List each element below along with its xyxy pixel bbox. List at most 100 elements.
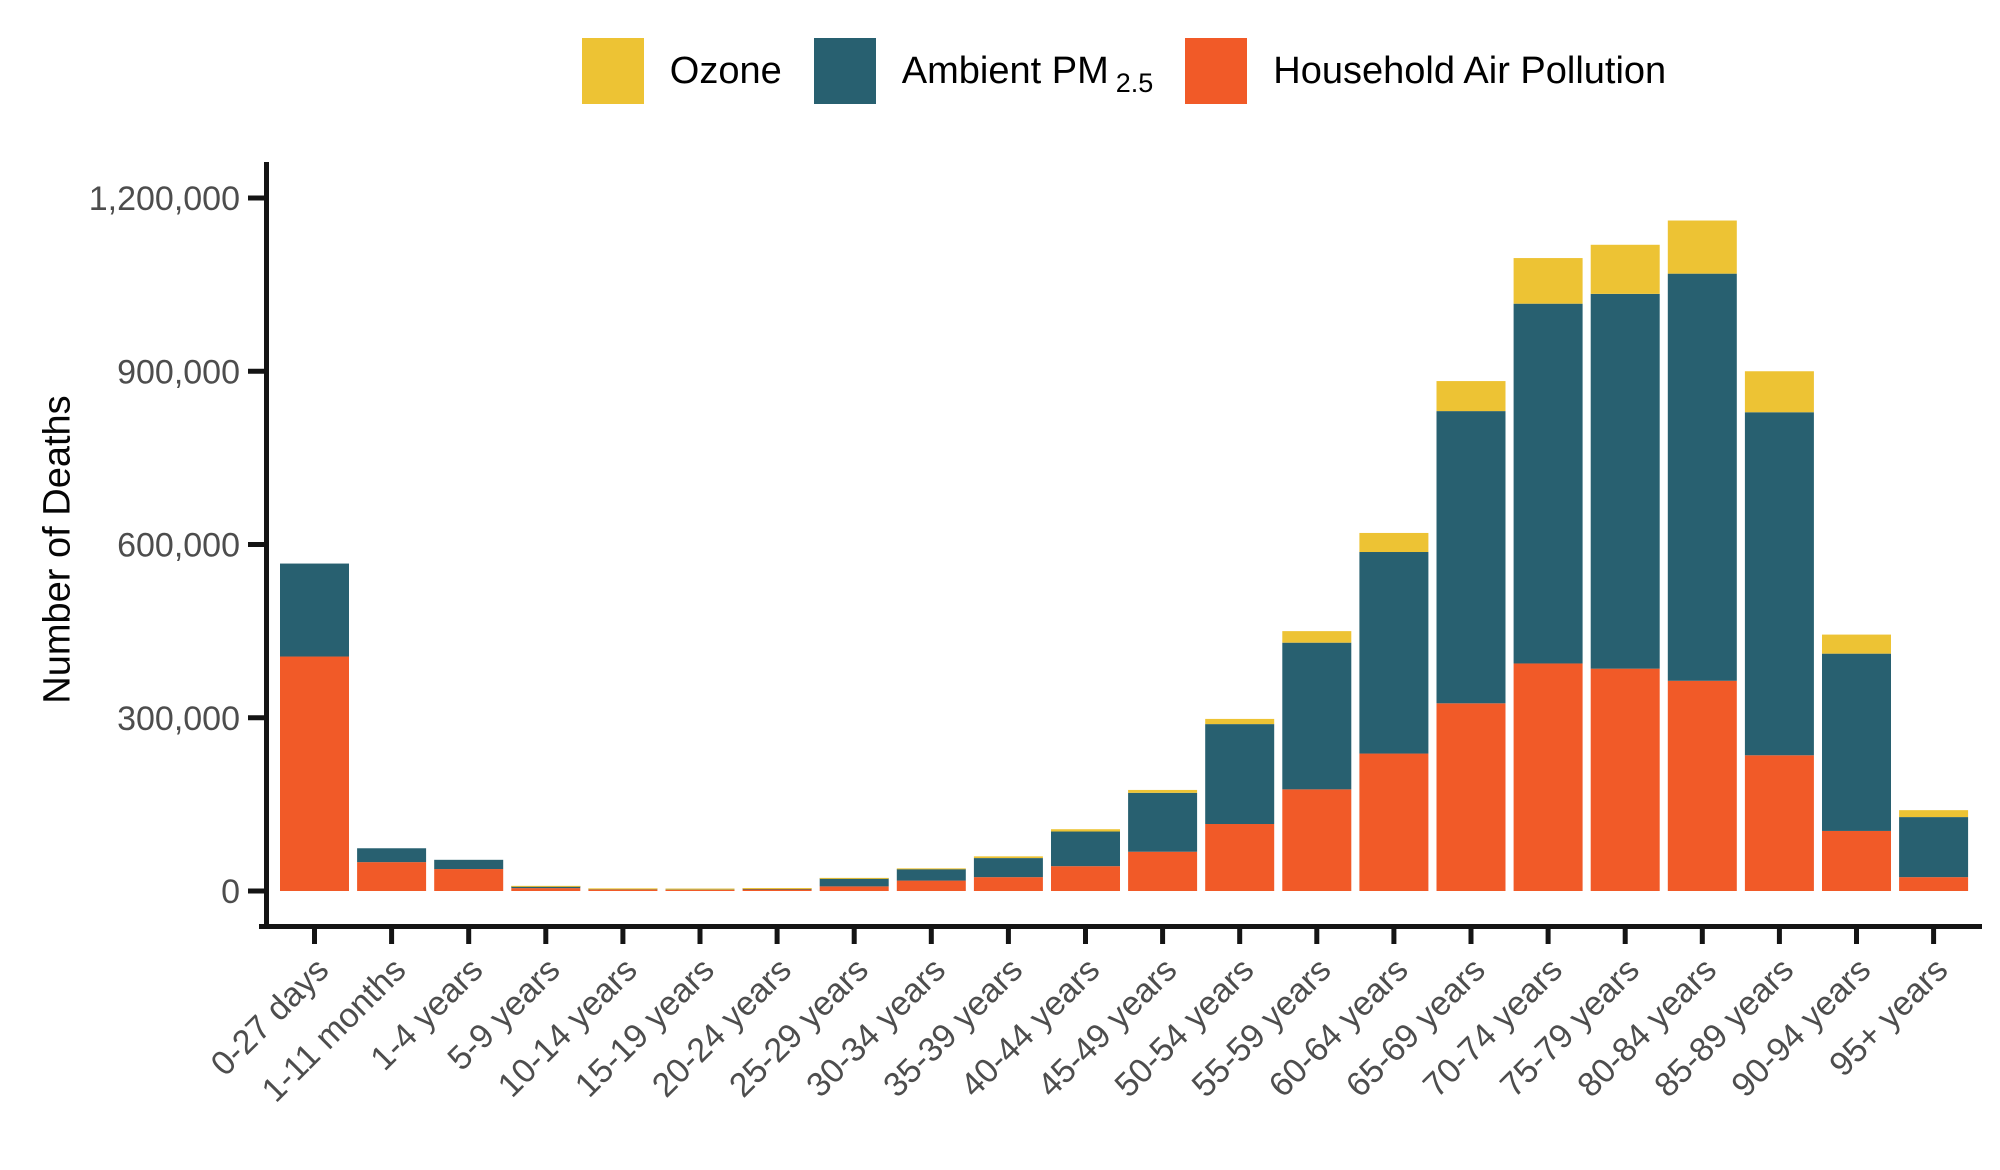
bar-segment-ambient-pm25 bbox=[1590, 293, 1660, 669]
legend-label-ambient-pm25: Ambient PM 2.5 bbox=[901, 49, 1154, 98]
bar-segment-ozone bbox=[1282, 631, 1352, 643]
x-axis-tick bbox=[1468, 929, 1474, 944]
bar-segment-household-air-pollution bbox=[1822, 830, 1891, 891]
bar-segment-ozone bbox=[665, 888, 735, 890]
bar-segment-ambient-pm25 bbox=[357, 848, 427, 863]
x-axis-tick bbox=[312, 929, 317, 944]
bar-segment-ozone bbox=[1128, 789, 1198, 793]
legend-item-ozone: Ozone bbox=[581, 38, 782, 104]
bar-segment-ambient-pm25 bbox=[1822, 653, 1891, 831]
bar-segment-ozone bbox=[1590, 244, 1660, 294]
bar-segment-ozone bbox=[1436, 381, 1506, 412]
y-axis-tick bbox=[248, 368, 264, 374]
y-axis-tick bbox=[248, 715, 264, 721]
bar-segment-ambient-pm25 bbox=[1282, 642, 1352, 790]
bar-segment-ambient-pm25 bbox=[1359, 552, 1429, 754]
bar-segment-ambient-pm25 bbox=[1667, 273, 1737, 681]
bar-segment-ozone bbox=[742, 888, 812, 890]
x-axis-tick bbox=[774, 929, 780, 944]
bar-segment-ambient-pm25 bbox=[511, 886, 581, 889]
bar-segment-household-air-pollution bbox=[665, 889, 735, 891]
x-axis-tick bbox=[389, 929, 395, 944]
y-axis-tick bbox=[248, 542, 264, 547]
bar-segment-ozone bbox=[1744, 371, 1814, 413]
bar-segment-ambient-pm25 bbox=[1513, 303, 1583, 664]
y-axis-tick-label: 1,200,000 bbox=[89, 180, 240, 218]
legend-label-ambient-pm25-main: Ambient PM bbox=[901, 49, 1109, 92]
bar-segment-ozone bbox=[1051, 829, 1120, 832]
x-axis-tick bbox=[851, 929, 857, 944]
bar-segment-household-air-pollution bbox=[511, 888, 581, 891]
bar-segment-ozone bbox=[973, 856, 1043, 859]
bar-segment-household-air-pollution bbox=[742, 889, 812, 891]
bar-segment-ozone bbox=[1899, 810, 1969, 818]
x-axis-tick bbox=[1005, 929, 1011, 944]
bar-segment-ambient-pm25 bbox=[1899, 817, 1969, 878]
bar-segment-ozone bbox=[511, 885, 581, 887]
ambient-pm25-swatch-icon bbox=[813, 38, 876, 104]
legend-label-ambient-pm25-subscript: 2.5 bbox=[1115, 67, 1154, 98]
y-axis-tick bbox=[248, 195, 264, 201]
household-air-pollution-swatch-icon bbox=[1185, 38, 1248, 104]
x-axis-line bbox=[259, 924, 1982, 929]
bar-segment-household-air-pollution bbox=[1205, 824, 1275, 891]
legend-label-household-air-pollution: Household Air Pollution bbox=[1273, 49, 1667, 92]
y-axis-tick-label: 0 bbox=[221, 873, 240, 911]
x-axis-tick bbox=[1854, 929, 1859, 944]
bar-segment-ambient-pm25 bbox=[973, 858, 1043, 878]
bar-segment-ambient-pm25 bbox=[434, 859, 504, 870]
bar-segment-ambient-pm25 bbox=[280, 563, 349, 657]
x-axis-tick bbox=[1160, 929, 1166, 944]
bar-segment-ambient-pm25 bbox=[819, 878, 889, 887]
bar-segment-ambient-pm25 bbox=[896, 869, 966, 881]
x-axis-tick bbox=[1083, 929, 1088, 944]
bar-segment-ozone bbox=[1667, 220, 1737, 274]
x-axis-tick bbox=[1545, 929, 1551, 944]
bar-segment-household-air-pollution bbox=[1359, 753, 1429, 891]
bar-segment-ozone bbox=[1513, 258, 1583, 304]
x-axis-tick bbox=[1931, 929, 1937, 944]
bar-segment-ambient-pm25 bbox=[1051, 831, 1120, 867]
x-axis-tick bbox=[697, 929, 703, 944]
y-axis-line bbox=[264, 162, 269, 929]
bar-segment-household-air-pollution bbox=[1744, 755, 1814, 891]
bar-segment-household-air-pollution bbox=[1436, 703, 1506, 891]
bar-segment-household-air-pollution bbox=[1282, 789, 1352, 891]
bar-segment-household-air-pollution bbox=[588, 889, 658, 891]
bar-segment-ambient-pm25 bbox=[1436, 411, 1506, 704]
x-axis-tick bbox=[1237, 929, 1243, 944]
bar-segment-household-air-pollution bbox=[1667, 680, 1737, 891]
x-axis-tick bbox=[466, 929, 472, 944]
legend-label-ozone: Ozone bbox=[669, 49, 782, 92]
bar-segment-household-air-pollution bbox=[434, 869, 504, 891]
bar-segment-ozone bbox=[1359, 532, 1429, 553]
bar-segment-ambient-pm25 bbox=[1744, 412, 1814, 756]
legend-item-household-air-pollution: Household Air Pollution bbox=[1185, 38, 1666, 104]
bar-segment-ambient-pm25 bbox=[1128, 792, 1198, 852]
bar-segment-household-air-pollution bbox=[280, 656, 349, 891]
bar-segment-ozone bbox=[1205, 718, 1275, 725]
x-axis-tick bbox=[620, 929, 626, 944]
x-axis-tick bbox=[1314, 929, 1320, 944]
y-axis-tick bbox=[248, 888, 264, 894]
bar-segment-ozone bbox=[1822, 634, 1891, 654]
bar-segment-household-air-pollution bbox=[1513, 663, 1583, 891]
ozone-swatch-icon bbox=[581, 38, 644, 104]
legend-item-ambient-pm25: Ambient PM 2.5 bbox=[813, 38, 1154, 104]
x-axis-tick bbox=[1391, 929, 1397, 944]
bar-segment-household-air-pollution bbox=[896, 880, 966, 891]
y-axis-tick-label: 900,000 bbox=[117, 353, 240, 391]
bar-segment-household-air-pollution bbox=[357, 862, 427, 891]
bar-segment-household-air-pollution bbox=[819, 886, 889, 891]
x-axis-tick bbox=[1699, 929, 1705, 944]
bar-segment-ozone bbox=[588, 888, 658, 890]
legend: Ozone Ambient PM 2.5 Household Air Pollut… bbox=[266, 38, 1982, 104]
x-axis-tick bbox=[1776, 929, 1782, 944]
x-axis-tick bbox=[543, 929, 549, 944]
bar-segment-household-air-pollution bbox=[1899, 877, 1969, 891]
bar-segment-household-air-pollution bbox=[1051, 866, 1120, 891]
x-axis-tick bbox=[1622, 929, 1628, 944]
x-axis-tick bbox=[928, 929, 934, 944]
